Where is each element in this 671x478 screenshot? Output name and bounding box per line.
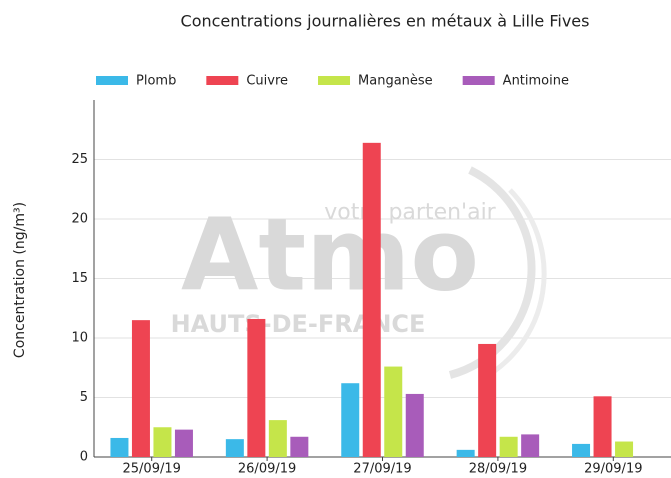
legend-swatch [96,76,128,85]
y-tick-label: 15 [71,271,88,286]
y-tick-label: 25 [71,152,88,167]
y-tick-label: 20 [71,212,88,227]
y-tick-label: 5 [80,390,88,405]
bar [268,420,287,457]
x-tick-label: 25/09/19 [123,462,181,477]
legend-swatch [462,76,495,85]
bar [174,429,193,457]
watermark-arc [478,188,547,383]
watermark: votre parten'air Atmo HAUTS-DE-FRANCE [171,166,547,383]
bar [290,436,309,457]
bar [521,434,540,457]
watermark-tagline: votre parten'air [324,200,496,225]
bar [225,439,244,457]
bar [110,437,129,457]
chart-title: Concentrations journalières en métaux à … [181,12,590,31]
watermark-region: HAUTS-DE-FRANCE [171,310,426,338]
bar [499,436,518,457]
legend-label: Plomb [136,74,176,89]
bar [405,393,424,457]
x-tick-label: 28/09/19 [469,462,527,477]
bar [572,443,591,457]
bar [362,142,381,457]
legend-label: Manganèse [358,74,433,89]
bar [456,449,475,457]
y-tick-label: 0 [80,450,88,465]
bar [478,343,497,457]
y-tick-label: 10 [71,331,88,346]
bar [593,396,612,457]
bar [153,427,172,457]
x-tick-label: 29/09/19 [584,462,642,477]
bar [615,441,634,457]
y-axis-label: Concentration (ng/m³) [12,202,28,358]
bar [341,383,360,457]
bar [384,366,403,457]
legend-swatch [318,76,351,85]
x-tick-label: 26/09/19 [238,462,296,477]
legend-swatch [206,76,239,85]
bar [131,320,150,457]
watermark-logo: Atmo [181,196,479,313]
x-tick-label: 27/09/19 [353,462,411,477]
legend-label: Antimoine [503,74,569,89]
bar [247,318,266,457]
legend-label: Cuivre [246,74,288,89]
